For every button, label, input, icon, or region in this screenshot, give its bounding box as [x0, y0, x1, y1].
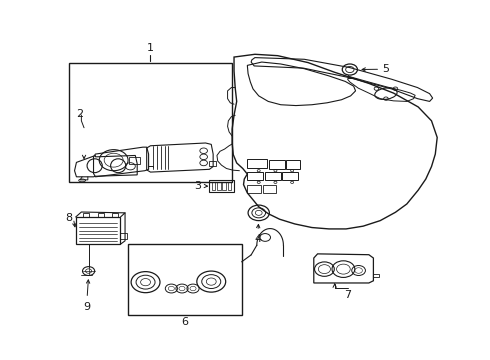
Bar — [209, 180, 234, 192]
Bar — [282, 172, 298, 180]
Text: 8: 8 — [65, 213, 72, 224]
Bar — [69, 63, 232, 182]
Text: 5: 5 — [382, 64, 389, 74]
Text: 6: 6 — [181, 317, 188, 327]
Bar — [75, 217, 121, 244]
Bar — [217, 182, 221, 190]
Bar — [247, 159, 267, 168]
Bar — [222, 182, 226, 190]
Text: 2: 2 — [75, 109, 83, 119]
Bar — [265, 172, 281, 180]
Bar — [121, 233, 126, 239]
Bar — [270, 161, 285, 169]
Bar — [129, 157, 140, 163]
Bar — [247, 185, 261, 193]
Text: 3: 3 — [194, 181, 201, 191]
Bar — [247, 172, 263, 180]
Text: 1: 1 — [147, 43, 154, 53]
Bar — [98, 212, 104, 217]
Text: 7: 7 — [344, 291, 351, 301]
Text: 9: 9 — [83, 302, 91, 311]
Bar — [373, 274, 379, 278]
Text: 4: 4 — [254, 234, 262, 244]
Bar — [128, 244, 242, 315]
Bar — [263, 185, 276, 193]
Bar — [209, 161, 216, 166]
Bar — [212, 182, 216, 190]
Bar — [286, 161, 300, 169]
Bar — [83, 212, 89, 217]
Bar — [112, 212, 118, 217]
Bar — [227, 182, 231, 190]
